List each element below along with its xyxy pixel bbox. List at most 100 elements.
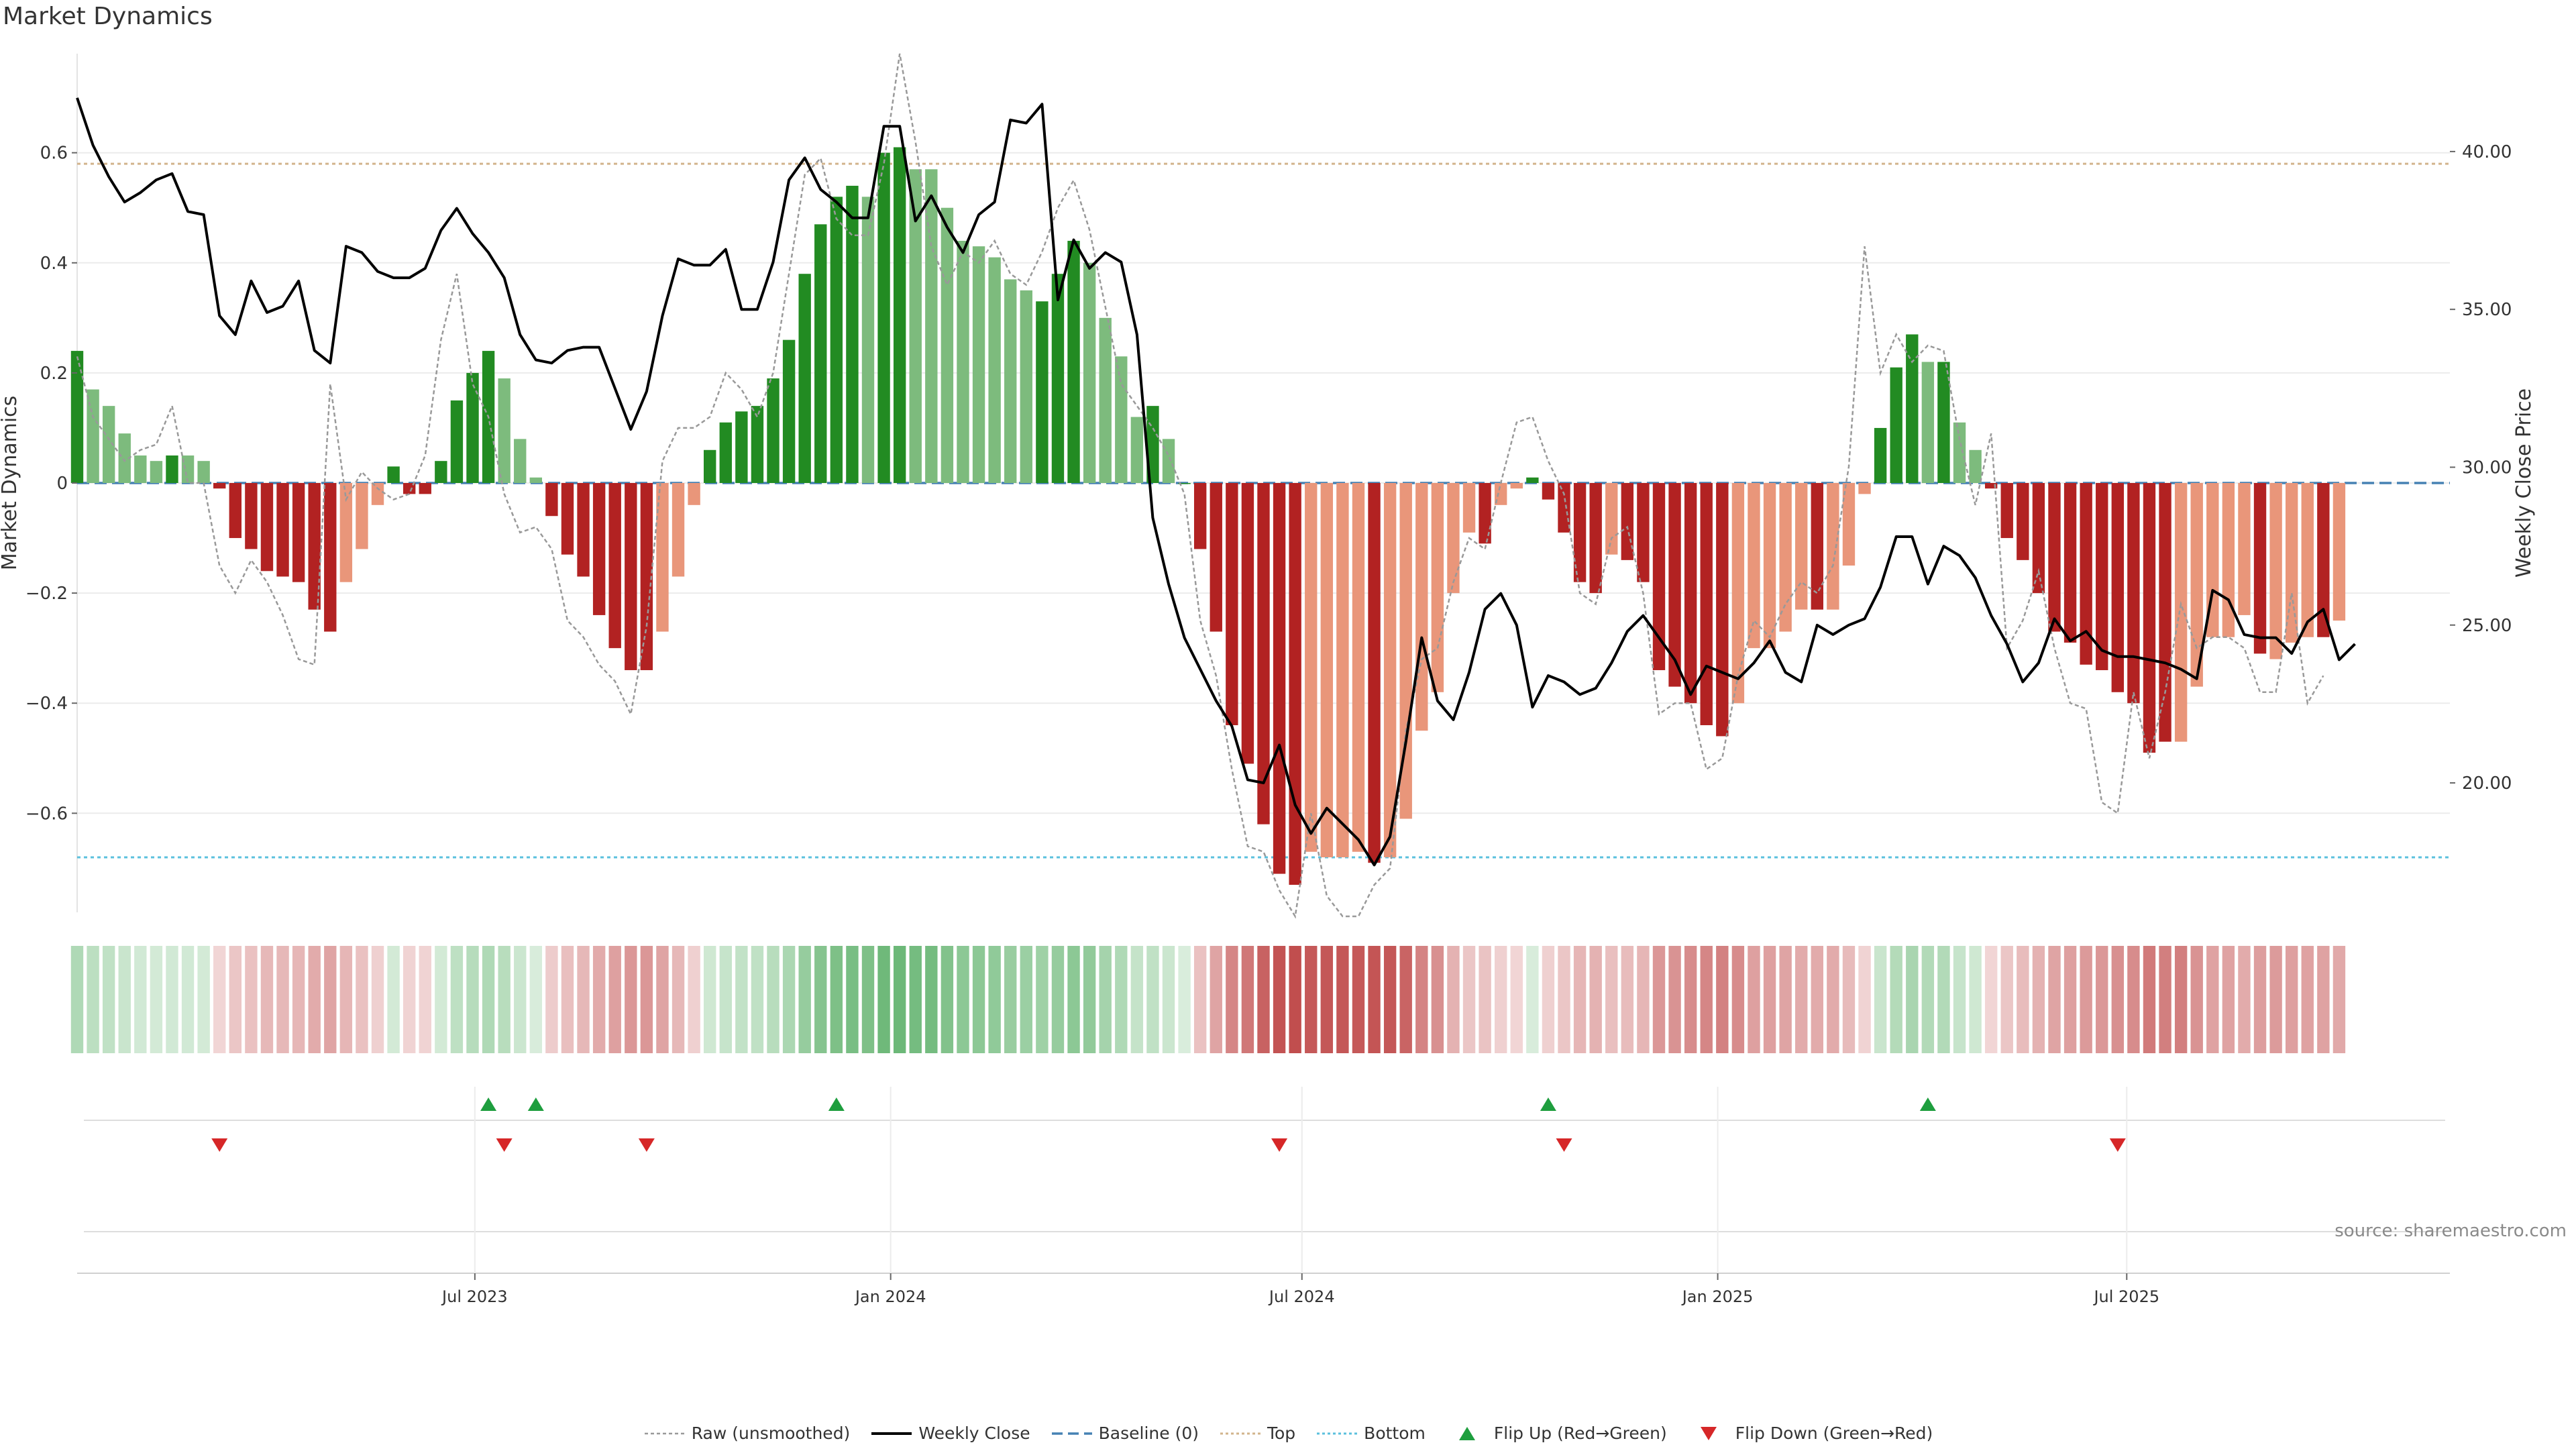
- heat-cell: [2159, 946, 2171, 1053]
- weekly-close-line: [76, 97, 2356, 867]
- heat-cell: [1067, 946, 1080, 1053]
- heat-cell: [2269, 946, 2282, 1053]
- heat-cell: [1257, 946, 1270, 1053]
- legend-swatch-baseline: [1051, 1432, 1092, 1435]
- heat-cell: [1083, 946, 1096, 1053]
- heat-cell: [134, 946, 147, 1053]
- flip-down-marker: [1556, 1138, 1572, 1152]
- flip-up-marker: [1919, 1097, 1936, 1111]
- heat-cell: [846, 946, 859, 1053]
- y2-tick-label: 35.00: [2462, 300, 2512, 320]
- bar: [1383, 483, 1397, 857]
- heat-cell: [2301, 946, 2314, 1053]
- bar: [498, 378, 511, 483]
- bar: [1415, 483, 1428, 731]
- bar: [1827, 483, 1839, 610]
- heat-cell: [1115, 946, 1128, 1053]
- bar: [1447, 483, 1460, 594]
- heat-cell: [324, 946, 337, 1053]
- heat-cell: [102, 946, 115, 1053]
- heat-cell: [1431, 946, 1444, 1053]
- heat-cell: [1210, 946, 1222, 1053]
- bar: [893, 147, 906, 483]
- heat-cell: [1906, 946, 1919, 1053]
- x-axis: Jul 2023 Jan 2024 Jul 2024 Jan 2025 Jul 2025: [441, 1273, 2159, 1306]
- legend-item-close: Weekly Close: [870, 1424, 1030, 1443]
- bar: [1953, 422, 1966, 483]
- heat-cell: [402, 946, 416, 1053]
- heat-cell: [1020, 946, 1032, 1053]
- heat-cell: [87, 946, 99, 1053]
- bar: [1368, 483, 1381, 863]
- legend-label-raw: Raw (unsmoothed): [691, 1424, 851, 1443]
- bar: [988, 257, 1001, 483]
- heat-cell: [356, 946, 368, 1053]
- heat-cell: [260, 946, 274, 1053]
- heat-cell: [941, 946, 954, 1053]
- bar: [577, 483, 590, 577]
- heat-cell: [2190, 946, 2203, 1053]
- bar: [814, 224, 827, 483]
- heat-cell: [2332, 946, 2346, 1053]
- heat-cell: [1858, 946, 1871, 1053]
- bar: [1921, 362, 1935, 483]
- bar: [1969, 449, 1982, 483]
- bar: [2032, 483, 2045, 594]
- bar: [2048, 483, 2061, 632]
- heat-cell: [2174, 946, 2188, 1053]
- heat-cell: [735, 946, 748, 1053]
- legend-label-flip-up: Flip Up (Red→Green): [1493, 1424, 1667, 1443]
- bar: [2000, 483, 2013, 539]
- bar: [2127, 483, 2140, 704]
- legend-swatch-top: [1220, 1432, 1260, 1434]
- heat-cell: [909, 946, 922, 1053]
- bar: [466, 372, 479, 483]
- bar: [2096, 483, 2108, 670]
- bar: [166, 455, 178, 483]
- heat-cell: [2080, 946, 2092, 1053]
- heat-cell: [435, 946, 447, 1053]
- bar: [545, 483, 558, 517]
- bar: [1510, 483, 1523, 489]
- heat-cell: [1842, 946, 1856, 1053]
- bar: [1273, 483, 1286, 874]
- bar: [719, 422, 732, 483]
- heat-cell: [1162, 946, 1175, 1053]
- bar: [877, 152, 890, 483]
- bar: [181, 455, 195, 483]
- heat-cell: [1383, 946, 1397, 1053]
- heat-cell: [767, 946, 780, 1053]
- y-axis-label-right: Weekly Close Price: [2512, 388, 2536, 578]
- legend-item-flip-up: Flip Up (Red→Green): [1446, 1424, 1667, 1443]
- heat-cell: [1637, 946, 1650, 1053]
- triangle-down-icon: [1700, 1426, 1717, 1440]
- heat-cell: [957, 946, 969, 1053]
- flip-down-marker: [2109, 1138, 2126, 1152]
- bar: [134, 455, 147, 483]
- heat-cell: [118, 946, 131, 1053]
- heat-cell: [1526, 946, 1539, 1053]
- legend-swatch-bottom: [1317, 1432, 1358, 1434]
- heat-cell: [529, 946, 543, 1053]
- bar: [276, 483, 289, 577]
- bar: [529, 477, 543, 483]
- bar: [1605, 483, 1618, 555]
- heat-cell: [197, 946, 210, 1053]
- bar: [229, 483, 241, 539]
- bar: [419, 483, 431, 494]
- heat-cell: [2222, 946, 2235, 1053]
- bar: [1890, 367, 1902, 483]
- heat-cell: [1273, 946, 1286, 1053]
- heat-cell: [2206, 946, 2219, 1053]
- bar: [1811, 483, 1823, 610]
- bar: [339, 483, 353, 582]
- heat-cell: [1605, 946, 1618, 1053]
- bar: [292, 483, 305, 582]
- legend-item-flip-down: Flip Down (Green→Red): [1687, 1424, 1933, 1443]
- flip-up-marker: [1540, 1097, 1556, 1111]
- heat-cell: [2253, 946, 2267, 1053]
- bar: [1099, 317, 1112, 483]
- heat-cell: [782, 946, 796, 1053]
- heat-cell: [704, 946, 716, 1053]
- bar: [260, 483, 274, 572]
